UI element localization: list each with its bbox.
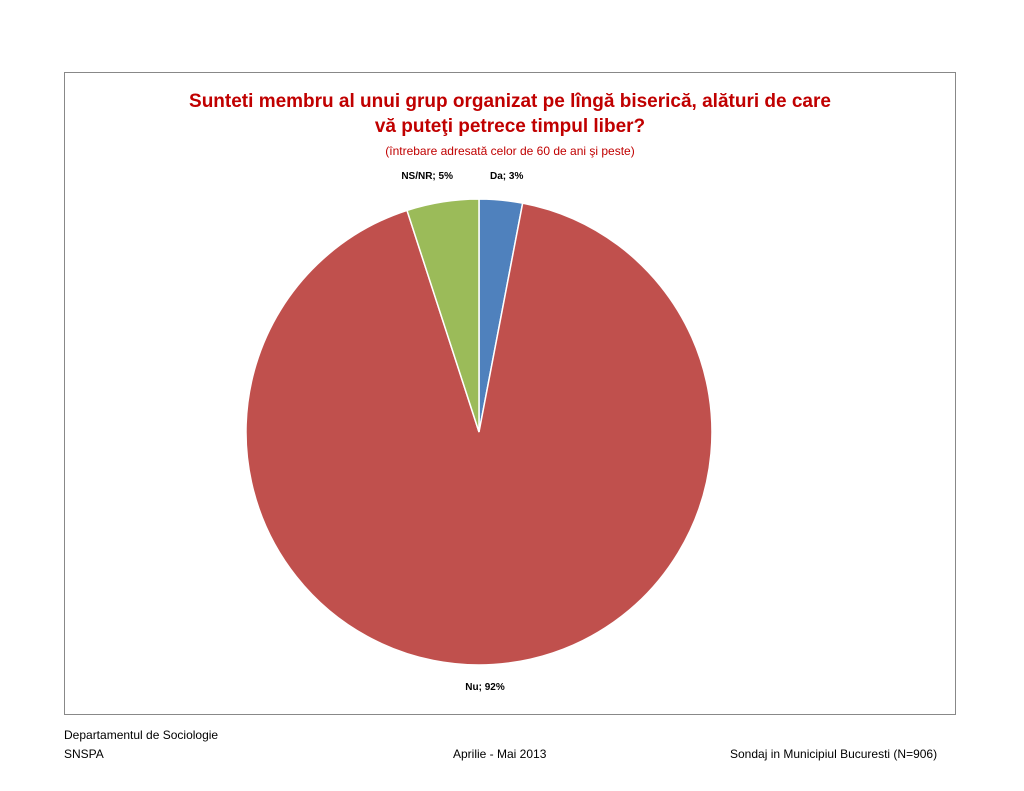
data-label-nu: Nu; 92% [465,682,505,693]
data-label-ns-nr: NS/NR; 5% [401,171,453,182]
pie-slice-ns-nr [406,198,480,433]
chart-area: Sunteti membru al unui grup organizat pe… [64,72,956,715]
data-label-da: Da; 3% [490,171,523,182]
pie-slice-nu [245,202,713,666]
chart-title-line1: Sunteti membru al unui grup organizat pe… [189,91,831,112]
chart-title-line2: vă puteţi petrece timpul liber? [374,116,646,137]
footer-date: Aprilie - Mai 2013 [453,747,547,761]
pie-chart: Da; 3% Nu; 92% NS/NR; 5% [245,171,713,693]
chart-subtitle: (întrebare adresată celor de 60 de ani ş… [385,144,635,158]
footer-institution-line2: SNSPA [64,747,104,761]
footer-survey: Sondaj in Municipiul Bucuresti (N=906) [730,747,938,761]
footer-institution-line1: Departamentul de Sociologie [64,728,219,742]
